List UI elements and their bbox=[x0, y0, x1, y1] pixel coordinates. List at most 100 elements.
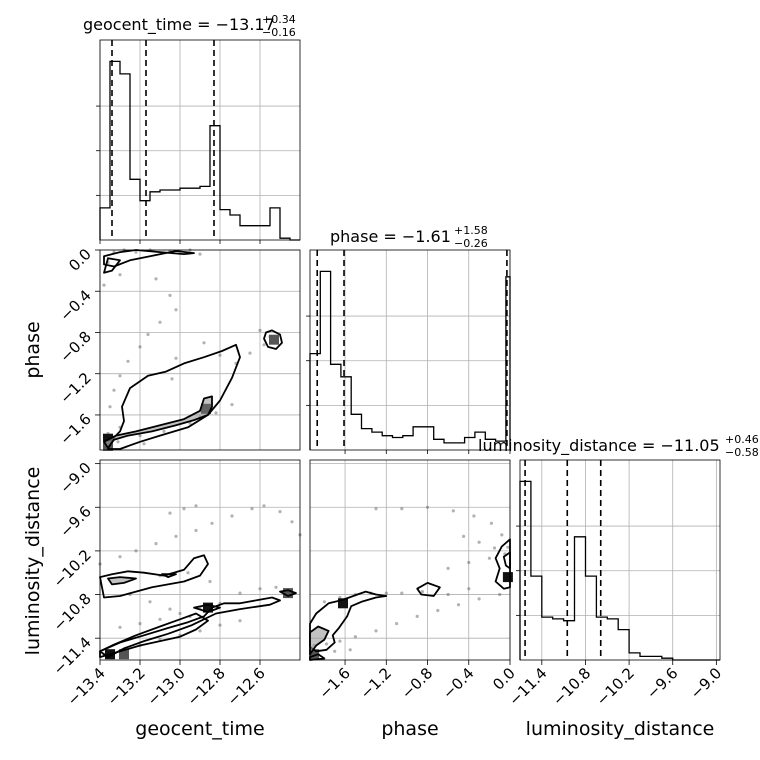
panel-geocent-time-vs-phase-point-38 bbox=[142, 442, 146, 446]
panel-geocent-time-vs-luminosity-distance-dense-cell-3 bbox=[283, 588, 293, 599]
panel-geocent-time-vs-luminosity-distance-point-27 bbox=[118, 625, 122, 629]
data-layer bbox=[99, 40, 720, 661]
panel-geocent-time-vs-luminosity-distance-point-1 bbox=[182, 507, 186, 511]
panel-geocent-time-vs-phase-point-33 bbox=[138, 434, 142, 438]
hist-geocent-time-steps bbox=[99, 60, 300, 241]
xtick-label-geocent-time-0: −13.4 bbox=[64, 664, 109, 709]
panel-phase-vs-luminosity-distance-point-37 bbox=[348, 648, 352, 652]
panel-geocent-time-vs-phase-point-18 bbox=[112, 388, 116, 392]
panel-geocent-time-vs-phase-dense-cell-3 bbox=[269, 334, 279, 345]
panel-geocent-time-vs-phase-point-21 bbox=[170, 377, 174, 381]
ytick-label-luminosity-distance-1: −10.8 bbox=[50, 590, 95, 635]
panel-geocent-time-vs-luminosity-distance-point-12 bbox=[262, 504, 266, 508]
panel-phase-vs-luminosity-distance-point-33 bbox=[477, 597, 481, 601]
ytick-label-phase-4: 0.0 bbox=[65, 245, 95, 275]
panel-phase-vs-luminosity-distance-point-8 bbox=[462, 534, 466, 539]
panel-phase-vs-luminosity-distance-point-4 bbox=[472, 514, 476, 518]
xtick-label-phase-1: −1.2 bbox=[357, 664, 395, 702]
panel-geocent-time-vs-luminosity-distance-point-29 bbox=[158, 617, 162, 621]
panel-geocent-time-vs-phase-point-17 bbox=[118, 374, 122, 378]
panel-geocent-time-vs-luminosity-distance-point-6 bbox=[154, 542, 158, 546]
ylabel-luminosity-distance: luminosity_distance bbox=[22, 467, 44, 656]
panel-geocent-time-vs-phase-point-29 bbox=[230, 403, 234, 407]
panel-geocent-time-vs-phase-contour-1 bbox=[103, 395, 213, 449]
panel-phase-vs-luminosity-distance-point-20 bbox=[400, 591, 404, 595]
panel-phase-vs-luminosity-distance-point-9 bbox=[477, 540, 481, 544]
hist-geocent-time-frame bbox=[99, 39, 301, 241]
panel-geocent-time-vs-luminosity-distance-contour-1 bbox=[107, 576, 137, 586]
grid-layer bbox=[99, 40, 720, 660]
xtick-label-geocent-time-2: −13.0 bbox=[144, 664, 189, 709]
panel-phase-vs-luminosity-distance-point-28 bbox=[374, 629, 378, 633]
panel-geocent-time-vs-phase-point-8 bbox=[102, 283, 106, 287]
panel-geocent-time-vs-luminosity-distance-point-30 bbox=[178, 611, 182, 616]
xlabel-phase: phase bbox=[381, 718, 438, 740]
panel-geocent-time-vs-luminosity-distance-point-26 bbox=[274, 585, 278, 589]
panel-phase-vs-luminosity-distance-point-1 bbox=[400, 507, 404, 511]
panel-geocent-time-vs-luminosity-distance-dense-cell-2 bbox=[203, 602, 213, 613]
panel-geocent-time-vs-phase-point-22 bbox=[202, 341, 206, 345]
title-geocent-time-minus: −0.16 bbox=[262, 26, 296, 39]
hist-luminosity-distance-frame bbox=[519, 459, 721, 661]
panel-phase-vs-luminosity-distance-frame bbox=[309, 459, 511, 661]
title-geocent-time-plus: +0.34 bbox=[262, 13, 296, 26]
panel-geocent-time-vs-luminosity-distance-point-20 bbox=[148, 600, 152, 604]
panel-geocent-time-vs-luminosity-distance-point-10 bbox=[230, 514, 234, 518]
panel-geocent-time-vs-phase-point-28 bbox=[258, 328, 262, 332]
panel-phase-vs-luminosity-distance-point-23 bbox=[467, 587, 471, 591]
hist-phase-steps bbox=[309, 270, 511, 450]
panel-geocent-time-vs-phase-point-11 bbox=[168, 293, 172, 297]
xtick-label-geocent-time-1: −13.2 bbox=[104, 664, 149, 709]
title-phase-minus: −0.26 bbox=[454, 237, 488, 250]
panel-geocent-time-vs-luminosity-distance-point-2 bbox=[194, 504, 198, 508]
panel-phase-vs-luminosity-distance-contour-4 bbox=[494, 538, 511, 590]
xtick-label-luminosity-distance-2: −10.2 bbox=[593, 664, 638, 709]
title-phase: phase = −1.61 bbox=[330, 227, 451, 246]
panel-geocent-time-vs-luminosity-distance-point-0 bbox=[168, 511, 172, 515]
ytick-label-luminosity-distance-3: −9.6 bbox=[56, 502, 94, 540]
tick-layer: −13.4−13.2−13.0−12.8−12.6 −1.6 −1.2 −0.8 −0.… bbox=[50, 105, 725, 709]
panel-geocent-time-vs-phase-point-13 bbox=[158, 320, 162, 324]
panel-geocent-time-vs-luminosity-distance-dense-cell-1 bbox=[119, 649, 129, 660]
ytick-label-luminosity-distance-2: −10.2 bbox=[50, 546, 95, 591]
panel-phase-vs-luminosity-distance-point-26 bbox=[338, 639, 342, 643]
panel-phase-vs-luminosity-distance-point-2 bbox=[425, 505, 430, 509]
panel-phase-vs-luminosity-distance-point-32 bbox=[456, 603, 461, 607]
panel-geocent-time-vs-luminosity-distance-frame bbox=[99, 459, 301, 661]
panel-geocent-time-vs-phase-point-30 bbox=[214, 411, 218, 415]
ylabel-phase: phase bbox=[22, 321, 44, 378]
panel-geocent-time-vs-luminosity-distance-point-13 bbox=[278, 510, 282, 514]
panel-geocent-time-vs-phase-point-16 bbox=[126, 359, 130, 363]
panel-geocent-time-vs-phase-point-2 bbox=[134, 250, 138, 254]
panel-geocent-time-vs-phase-dense-cell-0 bbox=[103, 433, 113, 444]
panel-geocent-time-vs-phase-point-6 bbox=[198, 252, 202, 256]
panel-phase-vs-luminosity-distance-point-29 bbox=[395, 622, 399, 626]
xtick-label-phase-3: −0.4 bbox=[439, 664, 477, 702]
xlabel-geocent-time: geocent_time bbox=[135, 718, 264, 740]
panel-geocent-time-vs-phase-point-19 bbox=[108, 405, 112, 409]
panel-phase-vs-luminosity-distance-point-11 bbox=[446, 566, 450, 571]
panel-geocent-time-vs-phase-point-12 bbox=[174, 308, 178, 312]
panel-geocent-time-vs-luminosity-distance-contour-2 bbox=[161, 573, 177, 578]
xtick-label-geocent-time-4: −12.6 bbox=[224, 664, 269, 709]
title-luminosity-distance: luminosity_distance = −11.05 bbox=[478, 436, 720, 456]
panel-geocent-time-vs-luminosity-distance-point-39 bbox=[238, 619, 242, 623]
panel-geocent-time-vs-luminosity-distance-contour-3 bbox=[99, 596, 281, 658]
title-luminosity-distance-minus: −0.58 bbox=[725, 446, 759, 459]
ytick-label-luminosity-distance-4: −9.0 bbox=[56, 459, 94, 497]
panel-geocent-time-vs-phase-point-26 bbox=[262, 343, 266, 347]
panel-geocent-time-vs-phase-point-34 bbox=[116, 440, 120, 444]
panel-phase-vs-luminosity-distance-point-19 bbox=[384, 591, 388, 595]
frame-layer bbox=[99, 39, 721, 661]
xtick-label-luminosity-distance-4: −9.0 bbox=[687, 664, 725, 702]
title-geocent-time: geocent_time = −13.17 bbox=[83, 15, 275, 35]
panel-geocent-time-vs-phase-contour-4 bbox=[103, 257, 121, 274]
panel-geocent-time-vs-luminosity-distance-point-17 bbox=[186, 571, 190, 575]
xtick-label-phase-2: −0.8 bbox=[398, 664, 436, 702]
panel-phase-vs-luminosity-distance-point-25 bbox=[324, 642, 329, 646]
xtick-label-phase-0: −1.6 bbox=[315, 664, 353, 702]
hist-phase-frame bbox=[309, 249, 511, 451]
panel-geocent-time-vs-phase-contour-0 bbox=[107, 343, 241, 450]
panel-phase-vs-luminosity-distance-contour-0 bbox=[309, 590, 388, 653]
